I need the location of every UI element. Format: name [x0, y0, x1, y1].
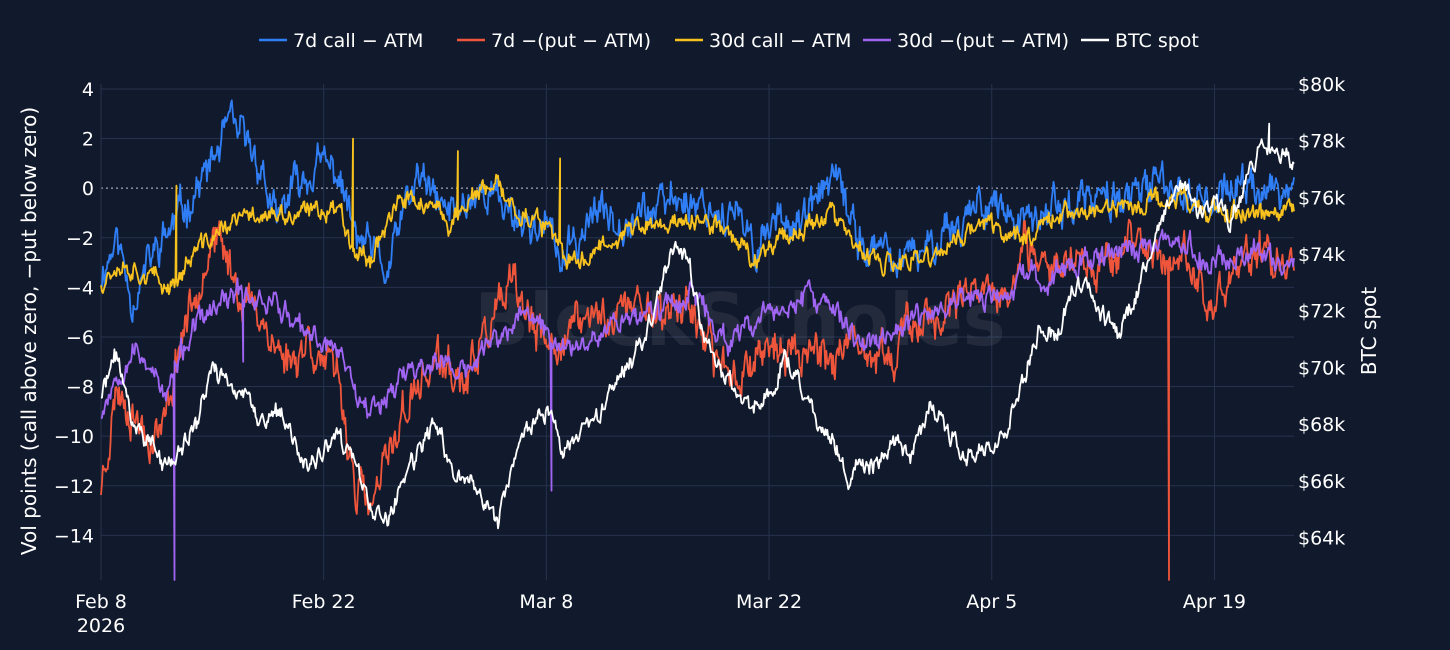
x-tick-label: Mar 8	[519, 591, 573, 613]
right-tick-label: $64k	[1298, 527, 1345, 549]
left-axis: 4 2 0 −2 −4 −6 −8 −10 −12 −14	[54, 79, 94, 547]
legend-item: BTC spot	[1081, 30, 1199, 52]
legend-label: 7d call − ATM	[293, 30, 423, 52]
right-axis: $80k $78k $76k $74k $72k $70k $68k $66k $64k	[1298, 74, 1345, 549]
left-tick-label: 2	[82, 129, 94, 151]
x-tick-label: Apr 5	[966, 591, 1017, 613]
right-tick-label: $80k	[1298, 74, 1345, 96]
series-line	[100, 122, 1295, 530]
series-lines	[100, 99, 1295, 581]
legend-label: 30d −(put − ATM)	[897, 30, 1069, 52]
left-tick-label: 0	[82, 178, 94, 200]
left-tick-label: −12	[54, 476, 94, 498]
series-line	[100, 228, 1295, 581]
x-tick-sublabel: 2026	[77, 615, 125, 637]
legend: 7d call − ATM 7d −(put − ATM) 30d call − A…	[259, 30, 1199, 52]
right-tick-label: $66k	[1298, 471, 1345, 493]
left-tick-label: −8	[66, 377, 94, 399]
legend-label: 7d −(put − ATM)	[491, 30, 651, 52]
right-tick-label: $70k	[1298, 357, 1345, 379]
right-axis-title: BTC spot	[1357, 287, 1381, 375]
right-tick-label: $72k	[1298, 301, 1345, 323]
legend-item: 7d call − ATM	[259, 30, 423, 52]
left-tick-label: −10	[54, 426, 94, 448]
left-tick-label: −6	[66, 327, 94, 349]
legend-label: BTC spot	[1115, 30, 1199, 52]
x-tick-label: Apr 19	[1183, 591, 1246, 613]
x-tick-label: Feb 22	[292, 591, 356, 613]
right-tick-label: $68k	[1298, 414, 1345, 436]
left-tick-label: −14	[54, 525, 94, 547]
left-axis-title: Vol points (call above zero, −put below …	[17, 107, 41, 555]
legend-item: 30d −(put − ATM)	[863, 30, 1069, 52]
left-tick-label: −4	[66, 277, 94, 299]
left-tick-label: −2	[66, 228, 94, 250]
right-tick-label: $78k	[1298, 131, 1345, 153]
series-line	[100, 99, 1295, 323]
left-tick-label: 4	[82, 79, 94, 101]
series-line	[100, 218, 1295, 581]
legend-item: 7d −(put − ATM)	[457, 30, 651, 52]
x-tick-label: Mar 22	[736, 591, 802, 613]
right-tick-label: $76k	[1298, 187, 1345, 209]
legend-item: 30d call − ATM	[675, 30, 851, 52]
legend-label: 30d call − ATM	[709, 30, 851, 52]
series-line	[100, 137, 1295, 296]
right-tick-label: $74k	[1298, 244, 1345, 266]
x-tick-label: Feb 8	[75, 591, 127, 613]
gridlines	[100, 84, 1294, 580]
